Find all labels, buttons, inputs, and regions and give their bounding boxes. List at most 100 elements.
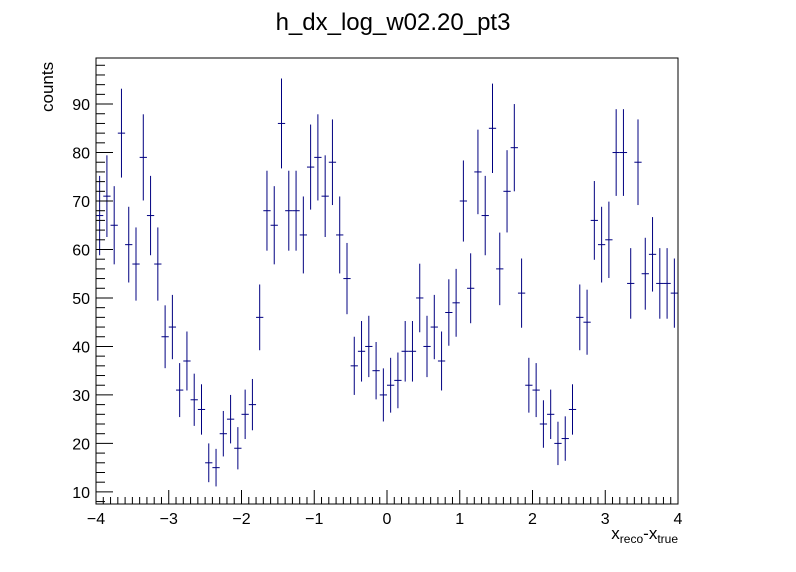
chart-title: h_dx_log_w02.20_pt3 <box>276 9 511 36</box>
data-point <box>387 357 395 413</box>
x-tick-label: 0 <box>383 511 392 528</box>
x-tick-label: 4 <box>674 511 683 528</box>
data-point <box>481 175 489 256</box>
x-tick-label: −1 <box>305 511 323 528</box>
data-point <box>568 384 577 435</box>
data-point <box>176 363 184 418</box>
y-tick-label: 30 <box>72 388 90 405</box>
data-point <box>634 119 642 206</box>
data-point <box>510 104 518 192</box>
data-point <box>627 248 635 319</box>
y-tick-label: 80 <box>72 146 90 163</box>
data-point <box>256 284 264 351</box>
data-point <box>219 410 227 457</box>
data-point <box>357 321 366 382</box>
data-point <box>496 232 504 306</box>
data-point <box>314 114 322 201</box>
data-markers <box>96 78 678 487</box>
data-point <box>110 186 118 265</box>
data-point <box>197 384 206 435</box>
data-point <box>583 289 591 355</box>
data-point <box>226 394 235 444</box>
data-point <box>547 389 555 440</box>
data-point <box>663 248 671 319</box>
data-point <box>146 175 155 256</box>
data-point <box>321 155 329 238</box>
data-point <box>96 175 104 256</box>
data-point <box>525 357 533 413</box>
y-tick-label: 90 <box>72 97 90 114</box>
data-point <box>306 124 315 210</box>
x-label-sub-1: reco <box>620 532 644 546</box>
data-point <box>343 242 351 315</box>
y-axis: 10 20 30 40 50 60 70 80 90 <box>72 64 113 503</box>
x-axis: −4 −3 −2 −1 0 1 2 3 4 <box>87 490 683 528</box>
data-point <box>488 83 497 173</box>
y-tick-label: 40 <box>72 339 90 356</box>
data-point <box>139 114 147 201</box>
data-point <box>299 196 307 274</box>
data-point <box>379 368 387 422</box>
data-point <box>263 170 271 251</box>
data-point <box>292 170 300 251</box>
x-label-dash: - <box>643 524 649 543</box>
y-tick-label: 50 <box>72 291 90 308</box>
data-point <box>132 227 140 301</box>
data-point <box>205 443 213 483</box>
x-tick-label: 1 <box>455 511 464 528</box>
data-point <box>190 373 198 426</box>
data-point <box>416 263 424 333</box>
x-label-base-2: x <box>649 524 658 543</box>
data-point <box>503 150 511 233</box>
data-point <box>234 427 242 470</box>
data-point <box>452 268 460 337</box>
data-point <box>161 305 169 369</box>
data-point <box>394 352 402 409</box>
data-point <box>605 201 613 278</box>
data-point <box>212 448 220 487</box>
data-point <box>532 363 540 418</box>
data-point <box>372 342 380 400</box>
data-point <box>103 155 111 238</box>
x-tick-label: −3 <box>160 511 178 528</box>
data-point <box>561 416 569 461</box>
data-point <box>445 279 453 346</box>
y-tick-label: 20 <box>72 436 90 453</box>
data-point <box>539 400 548 448</box>
data-point <box>154 227 162 301</box>
x-axis-label: xreco-xtrue <box>611 524 678 546</box>
data-point <box>437 331 446 391</box>
data-point <box>619 109 628 196</box>
y-tick-label: 10 <box>72 485 90 502</box>
data-point <box>554 421 562 466</box>
data-point <box>459 160 468 242</box>
data-point <box>277 78 286 169</box>
data-point <box>365 315 373 378</box>
x-label-base-1: x <box>611 524 620 543</box>
data-point <box>125 206 133 283</box>
data-point <box>656 248 664 319</box>
data-point <box>517 258 526 328</box>
data-point <box>336 196 344 274</box>
y-tick-label: 60 <box>72 242 90 259</box>
data-point <box>467 253 475 324</box>
data-point <box>168 294 177 360</box>
data-point <box>350 336 358 395</box>
data-point <box>597 206 606 283</box>
data-point <box>430 294 438 360</box>
data-point <box>285 170 293 251</box>
data-point <box>270 186 278 265</box>
data-point <box>590 181 598 260</box>
data-point <box>117 88 126 178</box>
x-tick-label: 2 <box>528 511 537 528</box>
data-point <box>576 284 584 351</box>
data-point <box>670 258 678 328</box>
data-point <box>423 315 431 378</box>
data-point <box>401 321 409 382</box>
data-point <box>183 331 191 391</box>
data-point <box>641 237 649 310</box>
x-tick-label: 3 <box>601 511 610 528</box>
y-axis-label: counts <box>38 62 57 112</box>
